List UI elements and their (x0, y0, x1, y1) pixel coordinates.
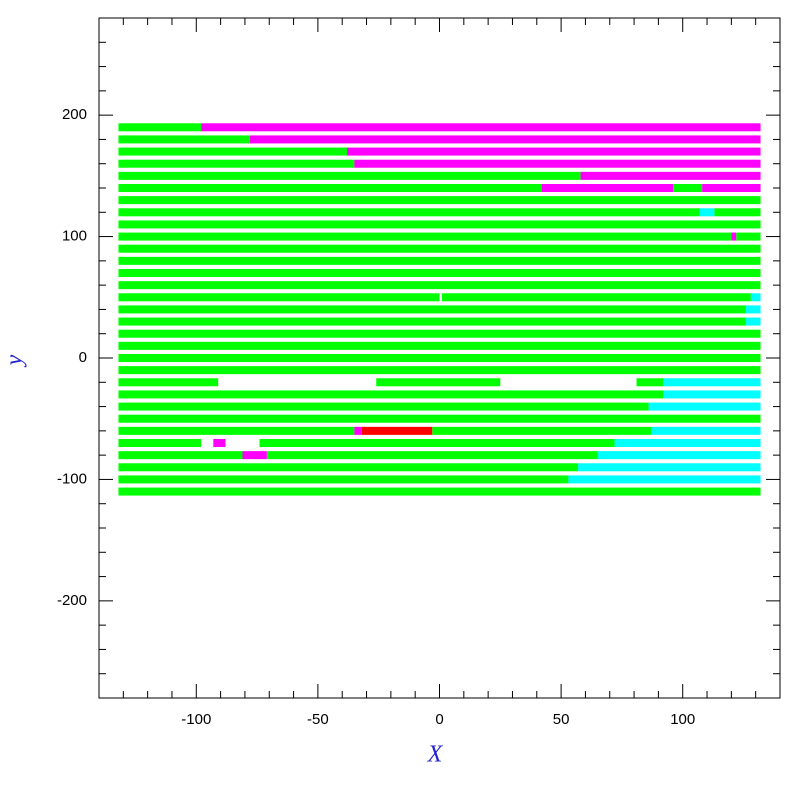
segment (201, 123, 761, 132)
segment (118, 135, 250, 144)
y-tick-label: -200 (57, 592, 87, 609)
segment (118, 293, 440, 302)
segment (347, 147, 761, 156)
y-tick-label: -100 (57, 470, 87, 487)
segment (118, 196, 761, 205)
segment (118, 171, 581, 180)
segment (714, 208, 761, 217)
segment (118, 305, 746, 314)
x-tick-label: 100 (670, 711, 695, 728)
segment (118, 147, 348, 156)
segment (541, 184, 673, 192)
segment (663, 378, 761, 387)
segment (118, 439, 202, 447)
segment (118, 123, 202, 132)
x-tick-label: 50 (553, 711, 570, 728)
x-tick-label: -100 (181, 711, 211, 728)
segment (432, 426, 652, 435)
segment (361, 426, 433, 435)
segment (118, 366, 761, 375)
segment (702, 184, 761, 192)
segment (672, 184, 703, 192)
segment (259, 439, 615, 447)
segment (578, 463, 761, 472)
segment (118, 329, 761, 338)
segment (118, 354, 761, 362)
segment (213, 439, 226, 447)
segment (597, 451, 761, 460)
segment (118, 244, 761, 253)
y-tick-label: 100 (62, 228, 87, 245)
y-tick-label: 0 (79, 349, 87, 366)
segment (118, 487, 761, 496)
segment (118, 475, 569, 484)
segment (441, 293, 751, 302)
segment (118, 220, 761, 229)
x-tick-label: -50 (307, 711, 329, 728)
segment (699, 208, 715, 217)
segment (118, 281, 761, 290)
segment (118, 208, 700, 217)
x-tick-label: 0 (435, 711, 443, 728)
segment (663, 390, 761, 399)
x-axis-label: X (427, 742, 444, 768)
segment (118, 463, 579, 472)
segment (750, 293, 761, 302)
segment (118, 426, 355, 435)
segment (354, 159, 761, 168)
segment (118, 184, 542, 192)
segment (745, 305, 761, 314)
segment (266, 451, 598, 460)
segment (580, 171, 761, 180)
segment (118, 451, 243, 460)
segment (731, 232, 737, 241)
segment (118, 378, 219, 387)
segment (118, 317, 746, 326)
segment (118, 341, 761, 350)
y-tick-label: 200 (62, 106, 87, 123)
segment (354, 426, 362, 435)
segment (614, 439, 761, 447)
segment (118, 414, 761, 423)
y-axis-label: y (2, 354, 28, 367)
segment (242, 451, 267, 460)
segment (118, 402, 649, 411)
segment (648, 402, 761, 411)
segment (118, 232, 732, 241)
segment (118, 269, 761, 277)
segment (636, 378, 664, 387)
segment (745, 317, 761, 326)
segment (118, 256, 761, 265)
segment (118, 390, 664, 399)
segment (568, 475, 761, 484)
segment (376, 378, 501, 387)
segment (651, 426, 761, 435)
segment (736, 232, 761, 241)
segment (118, 159, 355, 168)
segment (249, 135, 761, 144)
